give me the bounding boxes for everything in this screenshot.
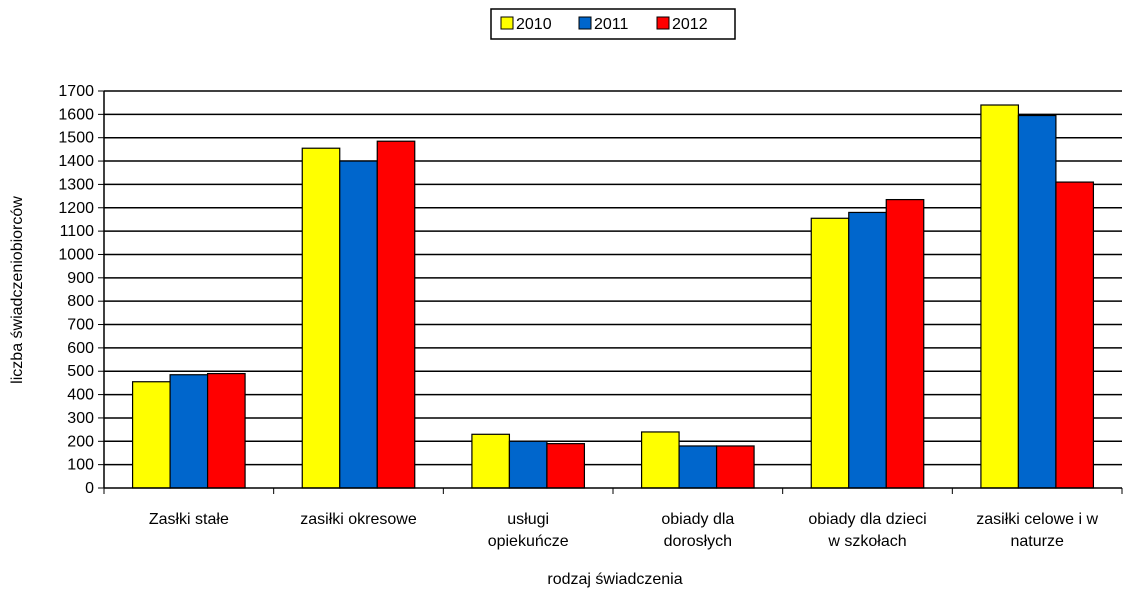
y-tick-label: 1700 bbox=[58, 83, 94, 100]
bar-2012 bbox=[1055, 181, 1095, 489]
legend-swatch-2010 bbox=[500, 16, 514, 30]
bar-2011 bbox=[1017, 114, 1057, 489]
y-tick-label: 0 bbox=[85, 480, 94, 497]
y-tick-labels: 0 100 200 300 400 500 600 700 800 900 1000 1100 1200… bbox=[58, 83, 94, 497]
bar-2012 bbox=[206, 372, 246, 489]
x-tick-label: obiady dla dzieci w szkołach bbox=[808, 511, 926, 550]
y-tick-label: 1100 bbox=[60, 223, 95, 240]
bar-2011 bbox=[508, 440, 548, 489]
y-tick-label: 1600 bbox=[58, 106, 94, 123]
legend-label-2010: 2010 bbox=[516, 16, 552, 33]
gridlines bbox=[104, 90, 1122, 466]
bar-2012 bbox=[885, 198, 925, 489]
y-tick-label: 1200 bbox=[58, 200, 94, 217]
bar-2012 bbox=[715, 445, 755, 489]
y-tick-label: 500 bbox=[67, 363, 94, 380]
legend-swatch-2011 bbox=[578, 16, 592, 30]
bar-2011 bbox=[848, 211, 887, 489]
bar-2011 bbox=[169, 374, 209, 489]
bar-2011 bbox=[678, 445, 718, 489]
axes bbox=[98, 90, 1123, 494]
y-tick-label: 1500 bbox=[58, 130, 94, 147]
legend-swatch-2012 bbox=[656, 16, 670, 30]
y-tick-label: 100 bbox=[67, 457, 94, 474]
bar-2010 bbox=[131, 381, 171, 489]
legend-box bbox=[490, 8, 736, 40]
x-tick-label: usługi opiekuńcze bbox=[488, 511, 569, 550]
y-axis-title: liczba świadczeniobiorców bbox=[9, 196, 26, 384]
y-tick-label: 1000 bbox=[58, 246, 94, 263]
bar-2010 bbox=[640, 431, 680, 489]
y-tick-label: 200 bbox=[67, 433, 94, 450]
y-tick-label: 600 bbox=[67, 340, 94, 357]
bar-2010 bbox=[980, 104, 1020, 489]
x-tick-label: Zasłki stałe bbox=[149, 511, 229, 528]
bar-2011 bbox=[339, 160, 378, 489]
x-axis-title: rodzaj świadczenia bbox=[547, 571, 682, 588]
y-tick-label: 800 bbox=[67, 293, 94, 310]
legend: 2010 2011 2012 bbox=[490, 8, 736, 40]
x-tick-label: zasiłki celowe i w naturze bbox=[976, 511, 1098, 550]
y-tick-label: 300 bbox=[67, 410, 94, 427]
legend-label-2012: 2012 bbox=[672, 16, 708, 33]
y-tick-label: 1400 bbox=[58, 153, 94, 170]
bar-2012 bbox=[546, 443, 586, 489]
x-tick-label: zasiłki okresowe bbox=[300, 511, 417, 528]
x-tick-label: obiady dla dorosłych bbox=[661, 511, 734, 550]
y-tick-label: 700 bbox=[67, 317, 94, 334]
bar-2010 bbox=[301, 147, 341, 489]
bar-2012 bbox=[376, 140, 416, 489]
legend-label-2011: 2011 bbox=[594, 16, 629, 33]
y-tick-label: 900 bbox=[67, 270, 94, 287]
y-tick-label: 400 bbox=[67, 387, 94, 404]
bars bbox=[131, 104, 1095, 489]
bar-2010 bbox=[810, 217, 850, 489]
x-tick-labels: Zasłki stałe zasiłki okresowe usługi opieku… bbox=[149, 511, 1099, 550]
y-tick-label: 1300 bbox=[58, 176, 94, 193]
bar-2010 bbox=[471, 433, 511, 489]
